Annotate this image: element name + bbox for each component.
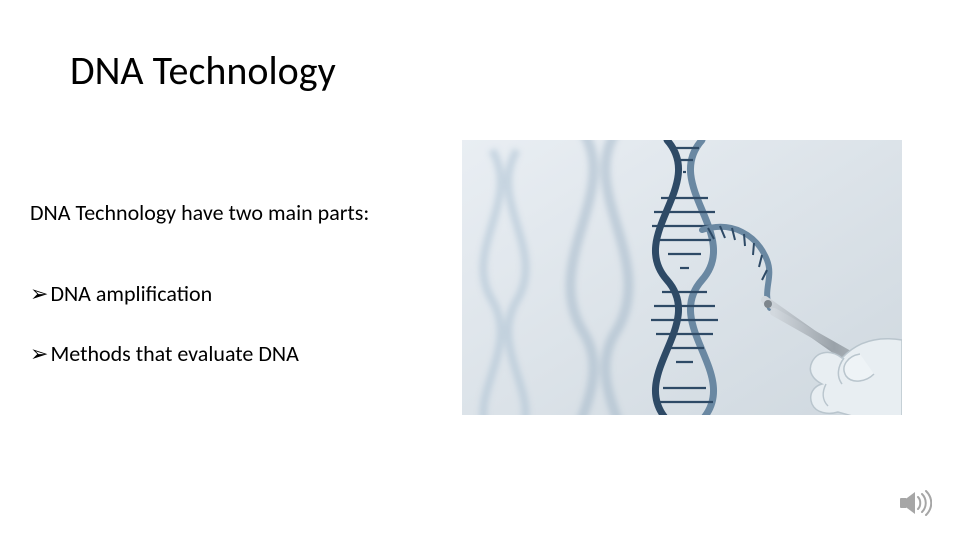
speaker-icon — [898, 488, 932, 518]
bullet-marker-icon: ➢ — [30, 280, 48, 307]
bullet-text: Methods that evaluate DNA — [50, 340, 298, 367]
bullet-marker-icon: ➢ — [30, 340, 48, 367]
dna-illustration — [462, 140, 902, 415]
bullet-item: ➢ Methods that evaluate DNA — [30, 340, 430, 367]
slide-title: DNA Technology — [70, 46, 336, 95]
bullet-text: DNA amplification — [50, 280, 212, 307]
intro-text: DNA Technology have two main parts: — [30, 200, 430, 225]
bullet-item: ➢ DNA amplification — [30, 280, 430, 307]
